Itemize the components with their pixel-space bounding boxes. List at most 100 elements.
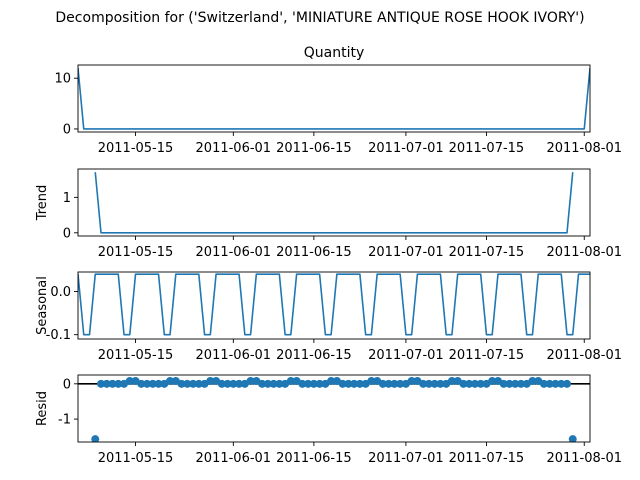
axes-frame [77, 64, 591, 133]
resid-point [378, 379, 387, 388]
resid-point [229, 379, 238, 388]
resid-point [350, 379, 359, 388]
resid-point [286, 376, 295, 385]
x-tick-label: 2011-07-15 [449, 451, 525, 466]
resid-point [419, 379, 428, 388]
resid-point [189, 379, 198, 388]
x-tick-label: 2011-06-01 [196, 141, 272, 156]
y-tick-label: -1 [58, 413, 71, 428]
x-tick-label: 2011-05-15 [98, 141, 174, 156]
resid-point [235, 379, 244, 388]
axes-frame [77, 374, 591, 443]
x-tick-label: 2011-07-15 [449, 141, 525, 156]
resid-point [430, 379, 439, 388]
x-tick-label: 2011-08-01 [546, 348, 622, 363]
resid-point [528, 376, 537, 385]
x-tick-label: 2011-08-01 [546, 141, 622, 156]
resid-point [470, 379, 479, 388]
axes-frame [77, 168, 591, 237]
resid-point [246, 376, 255, 385]
resid-point [384, 379, 393, 388]
x-tick-label: 2011-06-15 [276, 141, 352, 156]
resid-point [459, 379, 468, 388]
resid-point [183, 379, 192, 388]
resid-point [511, 379, 520, 388]
series-line [78, 67, 590, 130]
y-tick-label: 0 [63, 122, 71, 137]
x-tick-label: 2011-06-15 [276, 245, 352, 260]
resid-point [436, 379, 445, 388]
resid-point [258, 379, 267, 388]
resid-point [177, 379, 186, 388]
x-tick-label: 2011-05-15 [98, 245, 174, 260]
series-line [78, 273, 590, 336]
resid-point [298, 379, 307, 388]
resid-point [447, 376, 456, 385]
resid-point [344, 379, 353, 388]
x-tick-label: 2011-06-01 [196, 348, 272, 363]
resid-point [545, 379, 554, 388]
resid-point [465, 379, 474, 388]
resid-point [194, 379, 203, 388]
x-tick-label: 2011-08-01 [546, 245, 622, 260]
y-tick-label: -0.1 [46, 328, 71, 343]
plot-area [94, 172, 574, 234]
x-tick-label: 2011-07-15 [449, 348, 525, 363]
resid-point [263, 379, 272, 388]
plot-area [78, 67, 590, 130]
resid-point [396, 379, 405, 388]
x-tick-label: 2011-07-01 [368, 451, 444, 466]
resid-point [476, 379, 485, 388]
resid-point [499, 379, 508, 388]
subplot-title: Quantity [304, 45, 365, 61]
resid-point [516, 379, 525, 388]
y-axis-label: Trend [35, 185, 50, 222]
resid-point [407, 376, 416, 385]
y-tick-label: 10 [54, 72, 71, 87]
y-axis-label: Resid [35, 391, 50, 426]
plot-area [78, 376, 590, 442]
resid-point [148, 379, 157, 388]
resid-point [275, 379, 284, 388]
y-axis-label: Seasonal [35, 276, 50, 335]
resid-point [562, 379, 571, 388]
resid-point [539, 379, 548, 388]
resid-point [223, 379, 232, 388]
x-tick-label: 2011-06-01 [196, 451, 272, 466]
resid-point [424, 379, 433, 388]
x-tick-label: 2011-08-01 [546, 451, 622, 466]
resid-point [488, 376, 497, 385]
resid-point [143, 379, 152, 388]
y-tick-label: 0 [63, 226, 71, 241]
resid-point [390, 379, 399, 388]
resid-point [557, 379, 566, 388]
resid-point [304, 379, 313, 388]
resid-point [108, 379, 117, 388]
resid-point [154, 379, 163, 388]
x-tick-label: 2011-07-01 [368, 348, 444, 363]
resid-point [102, 379, 111, 388]
x-tick-label: 2011-05-15 [98, 348, 174, 363]
resid-point [137, 379, 146, 388]
axes-frame [77, 271, 591, 340]
resid-point [568, 435, 577, 442]
resid-point [125, 376, 134, 385]
resid-point [91, 435, 100, 442]
resid-point [97, 379, 106, 388]
resid-point [315, 379, 324, 388]
resid-point [309, 379, 318, 388]
subplot-4: 0 -1 2011-05-15 2011-06-01 2011-06-15 2011-07… [35, 374, 622, 466]
figure-suptitle: Decomposition for ('Switzerland', 'MINIA… [55, 10, 584, 26]
subplot-2: 0 1 2011-05-15 2011-06-01 2011-06-15 2011-07-… [35, 168, 622, 260]
resid-point [327, 376, 336, 385]
subplot-1: 0 10 2011-05-15 2011-06-01 2011-06-15 2011-07… [54, 45, 622, 156]
resid-point [367, 376, 376, 385]
x-tick-label: 2011-07-01 [368, 141, 444, 156]
resid-point [269, 379, 278, 388]
y-tick-label: 1 [63, 191, 71, 206]
resid-point [355, 379, 364, 388]
resid-point [206, 376, 215, 385]
